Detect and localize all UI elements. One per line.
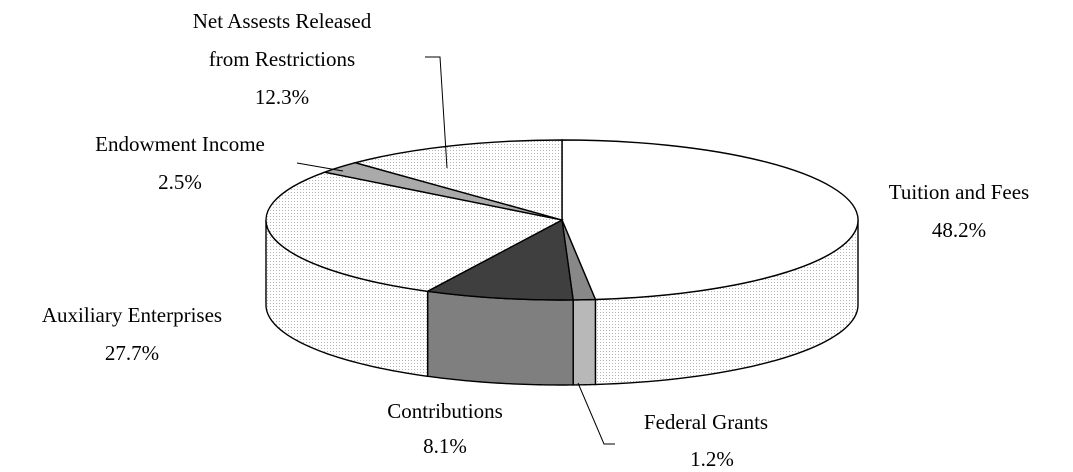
pie-side-federal-grants	[572, 298, 597, 386]
label-net-assets-line2: from Restrictions	[209, 47, 355, 71]
pie-slice-net-assests-released-from-restrictions	[352, 139, 563, 221]
label-endowment-value: 2.5%	[158, 170, 202, 194]
label-tuition-value: 48.2%	[932, 218, 986, 242]
label-contributions-name: Contributions	[387, 399, 503, 423]
pie-side-contributions	[426, 290, 574, 386]
pie-sides	[265, 219, 859, 386]
label-endowment-name: Endowment Income	[95, 132, 265, 156]
pie-slice-tuition-and-fees	[561, 139, 859, 301]
pie-slice-auxiliary-enterprises	[265, 171, 565, 293]
label-net-assets-line1: Net Assests Released	[193, 9, 372, 33]
label-tuition-name: Tuition and Fees	[889, 180, 1029, 204]
label-net-assets-value: 12.3%	[255, 85, 309, 109]
leader-endowment	[296, 162, 344, 172]
leader-net-assets	[425, 56, 448, 169]
pie-tops	[265, 139, 859, 301]
label-federal-grants-name: Federal Grants	[644, 410, 768, 434]
label-auxiliary-value: 27.7%	[105, 341, 159, 365]
pie-slice-contributions	[425, 218, 574, 301]
label-auxiliary-name: Auxiliary Enterprises	[42, 303, 222, 327]
leader-federal-grants	[577, 382, 615, 445]
label-federal-grants-value: 1.2%	[690, 447, 734, 471]
label-contributions-value: 8.1%	[423, 434, 467, 458]
